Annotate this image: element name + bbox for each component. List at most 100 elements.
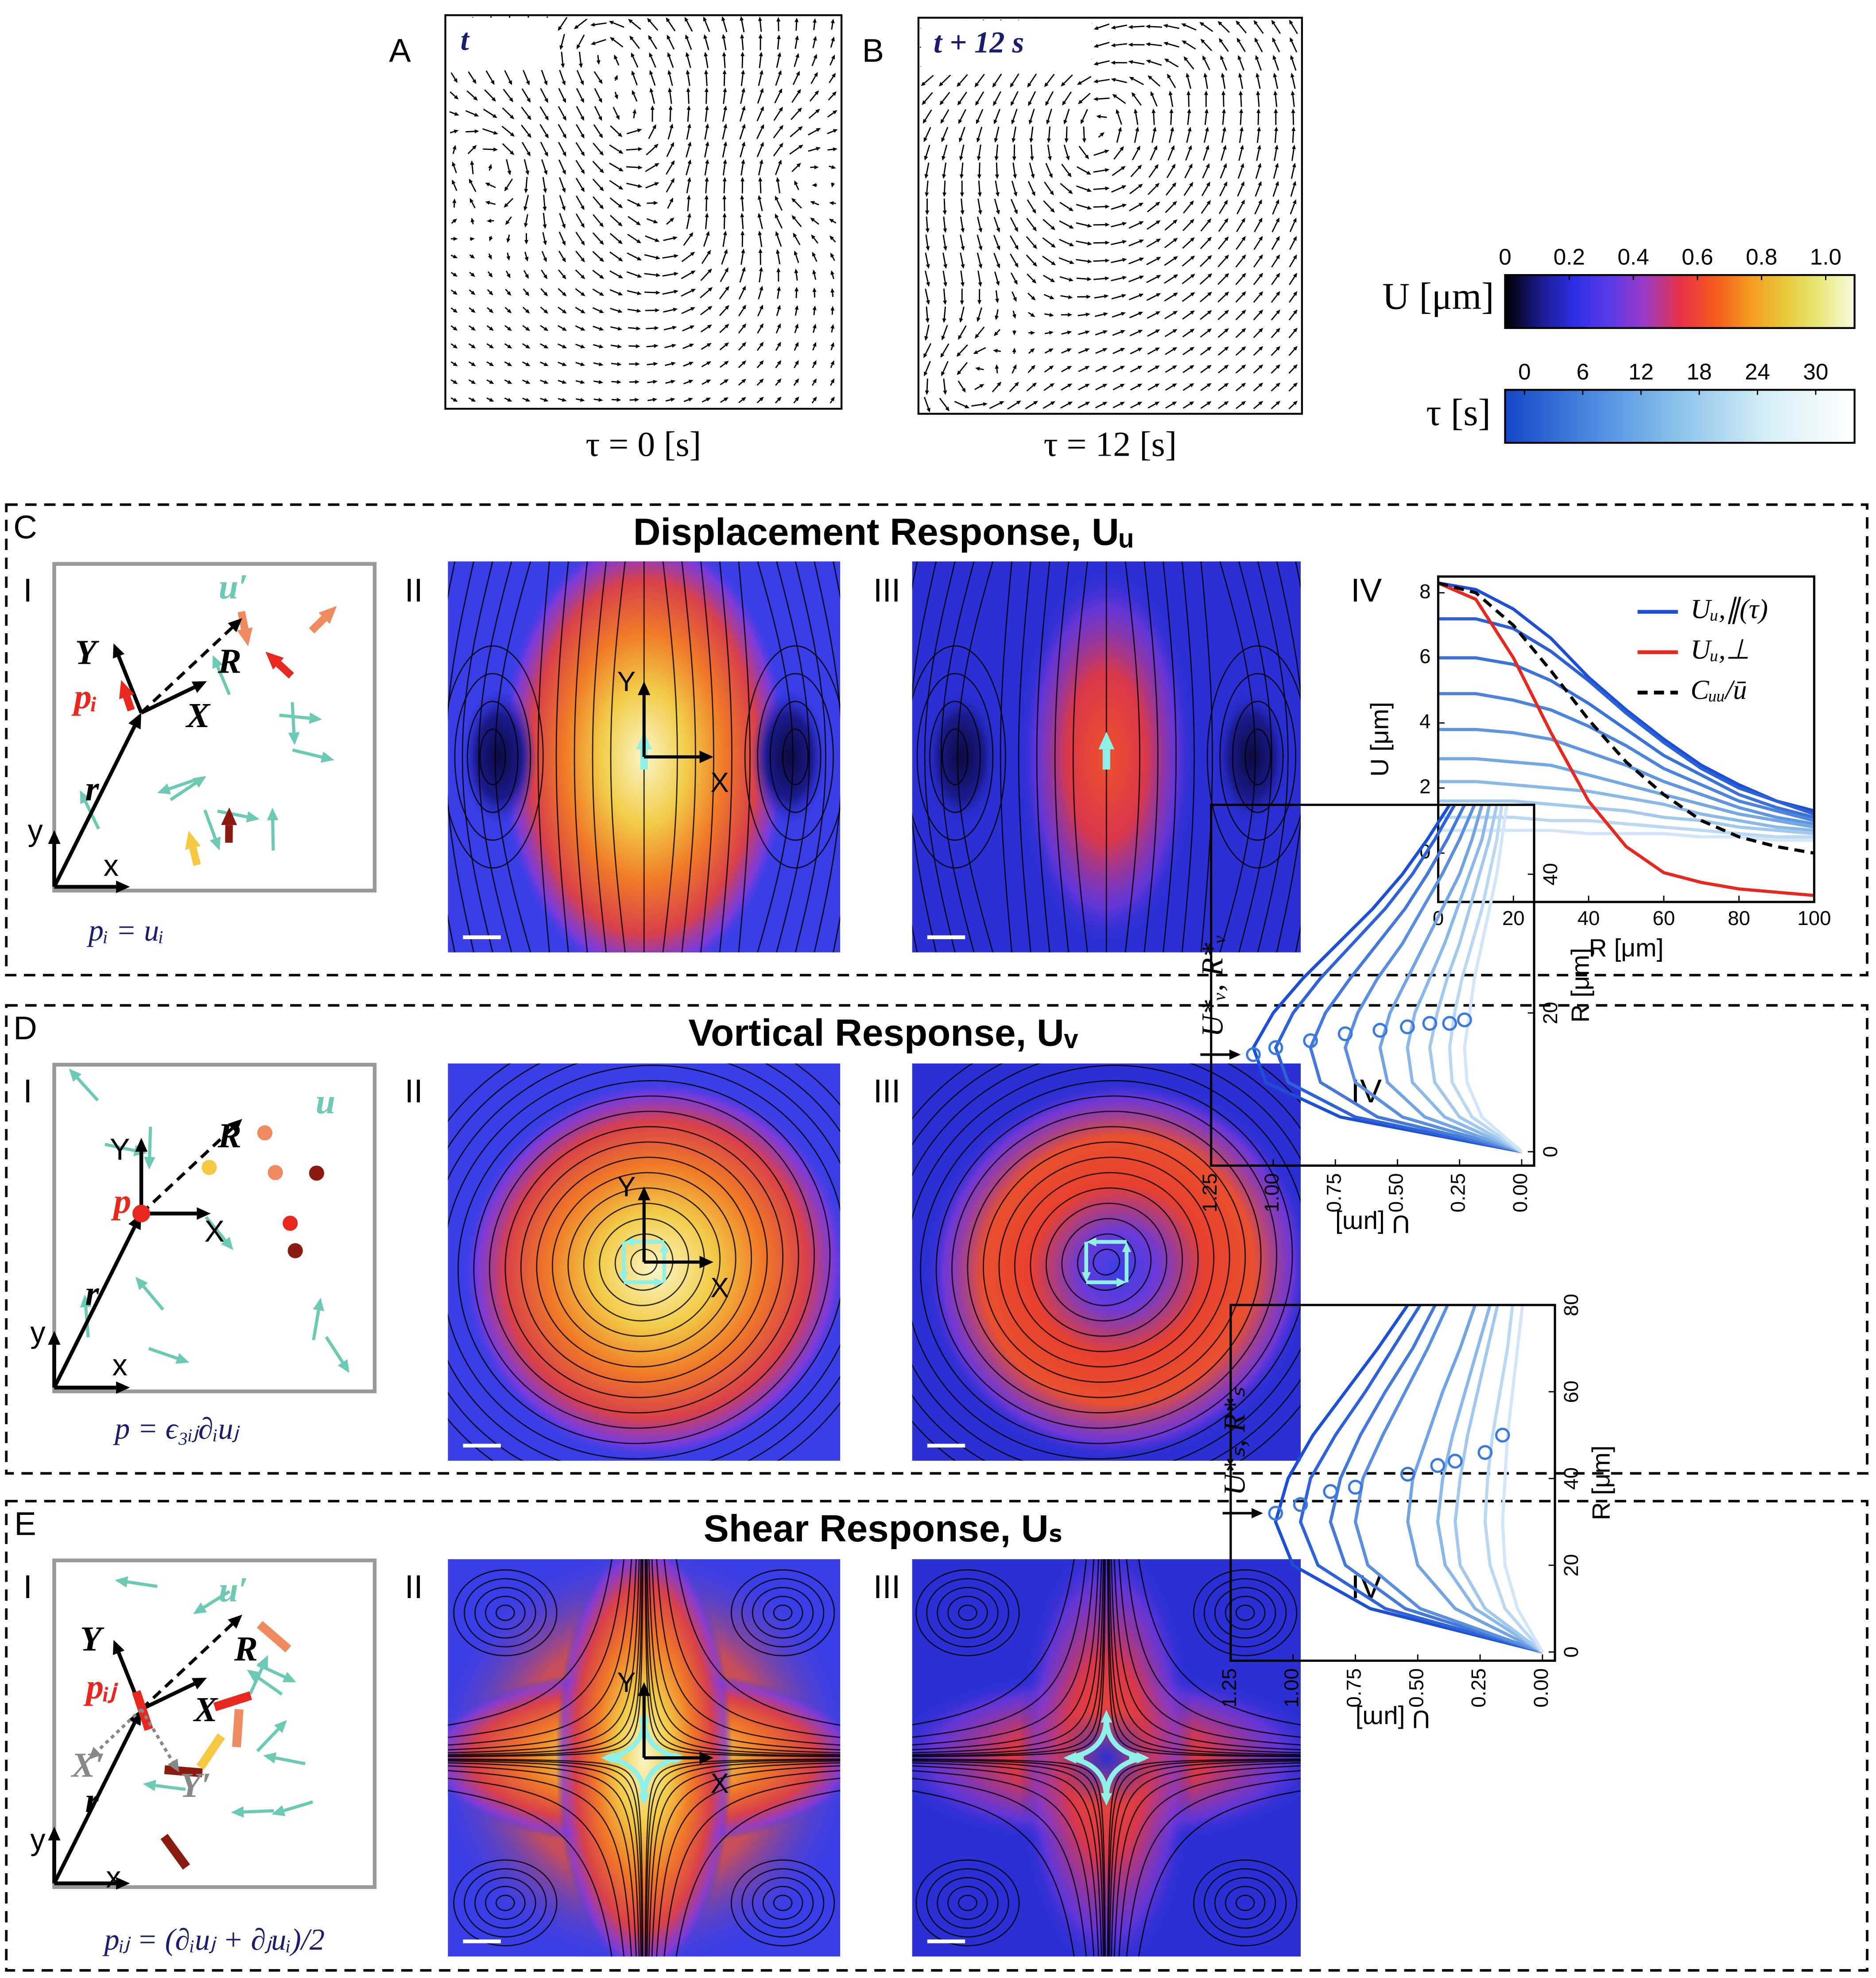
quiver-arrow [627,252,638,259]
quiver-arrow [1182,276,1192,284]
quiver-arrow [739,271,744,283]
quiver-arrow [1059,201,1070,209]
quiver-arrow-head [942,174,946,179]
heatmap [912,561,1301,952]
quiver-arrow-head [1163,24,1168,28]
schematic-label: y [28,813,43,847]
colorbar-tick-label: 12 [1628,359,1654,384]
quiver-arrow [579,51,581,64]
quiver-arrow-head [580,98,584,103]
quiver-arrow [1186,131,1190,143]
quiver-arrow [682,326,691,332]
quiver-arrow-head [1051,261,1056,266]
quiver-arrow-head [1222,145,1227,150]
quiver-arrow-head [618,186,624,190]
quiver-arrow [795,309,798,316]
quiver-arrow [646,218,655,222]
quiver-arrow-head [810,201,815,205]
quiver-arrow [504,70,511,82]
quiver-arrow-head [723,159,727,164]
quiver-arrow [1275,95,1278,107]
quiver-arrow-head [798,126,803,131]
series-line [1454,1304,1544,1653]
schematic-label: r [85,1274,99,1313]
quiver-arrow-head [1111,25,1116,30]
quiver-arrow-head [1258,181,1262,186]
quiver-arrow-head [943,300,947,305]
quiver-arrow [471,164,474,174]
quiver-arrow-head [1275,236,1280,241]
quiver-arrow [1044,182,1052,193]
quiver-arrow-head [525,398,531,402]
quiver-arrow [977,109,984,121]
quiver-arrow-head [1190,347,1195,351]
quiver-arrow [942,127,949,139]
quiver-arrow-head [507,291,512,296]
quiver-arrow-head [472,145,477,150]
quiver-arrow [592,251,601,259]
x-tick-label: 0 [1539,1146,1562,1157]
quiver-arrow-head [1241,291,1246,296]
quiver-arrow [1289,258,1295,267]
quiver-arrow-head [507,309,512,314]
quiver-arrow-head [1139,202,1143,207]
quiver-arrow [925,361,931,373]
quiver-arrow-head [1012,348,1016,352]
quiver-arrow [593,196,601,206]
quiver-arrow-head [470,272,475,277]
quiver-arrow-head [1190,329,1195,333]
quiver-arrow-head [543,291,548,297]
quiver-arrow [683,381,690,385]
quiver-arrow-head [1292,199,1297,204]
quiver-arrow-head [777,52,781,57]
probe-arrow-head [265,651,284,670]
inset-label: t + 12 s [934,25,1024,59]
quiver-arrow [503,89,512,99]
quiver-arrow-head [488,290,493,296]
quiver-arrow [723,92,726,104]
quiver-arrow [1130,403,1139,409]
quiver-arrow [1025,403,1035,410]
quiver-arrow [1058,257,1070,263]
quiver-arrow-head [1011,120,1015,125]
quiver-arrow-head [453,326,458,331]
quiver-arrow-head [1067,330,1072,335]
quiver-arrow [1218,203,1226,214]
quiver-arrow [974,386,981,391]
x-tick-label: 20 [1560,1554,1582,1577]
streamline [479,728,506,786]
quiver-arrow-head [994,138,998,143]
quiver-arrow [1182,385,1191,391]
quiver-arrow-head [941,336,946,341]
peak-marker [1268,1506,1283,1521]
quiver-arrow [662,255,674,259]
quiver-arrow [720,271,727,282]
quiver-arrow-head [1259,236,1263,241]
quiver-arrow [942,109,950,120]
quiver-arrow-head [976,119,980,124]
quiver-arrow-head [1014,382,1019,387]
streamline [1054,561,1070,952]
quiver-arrow-head [1085,366,1090,370]
quiver-arrow-head [1239,90,1243,95]
quiver-arrow-head [777,305,781,310]
peak-marker [1447,1453,1463,1469]
quiver-arrow [645,183,655,189]
quiver-arrow [1271,385,1278,392]
quiver-arrow [977,347,986,353]
streamline [912,1064,1301,1459]
quiver-arrow-head [614,75,618,80]
quiver-arrow-head [1241,199,1245,205]
quiver-arrow-head [993,101,997,106]
quiver-arrow [1027,199,1035,210]
quiver-arrow [813,237,818,244]
quiver-arrow-head [452,218,457,223]
quiver-arrow-head [1120,312,1126,316]
quiver-arrow [1095,367,1104,372]
quiver-arrow [705,56,709,68]
streamline [656,1770,841,1957]
quiver-arrow [720,381,725,386]
probe-arrow-head [619,1272,628,1282]
quiver-arrow-head [778,70,782,75]
quiver-arrow [719,289,727,300]
